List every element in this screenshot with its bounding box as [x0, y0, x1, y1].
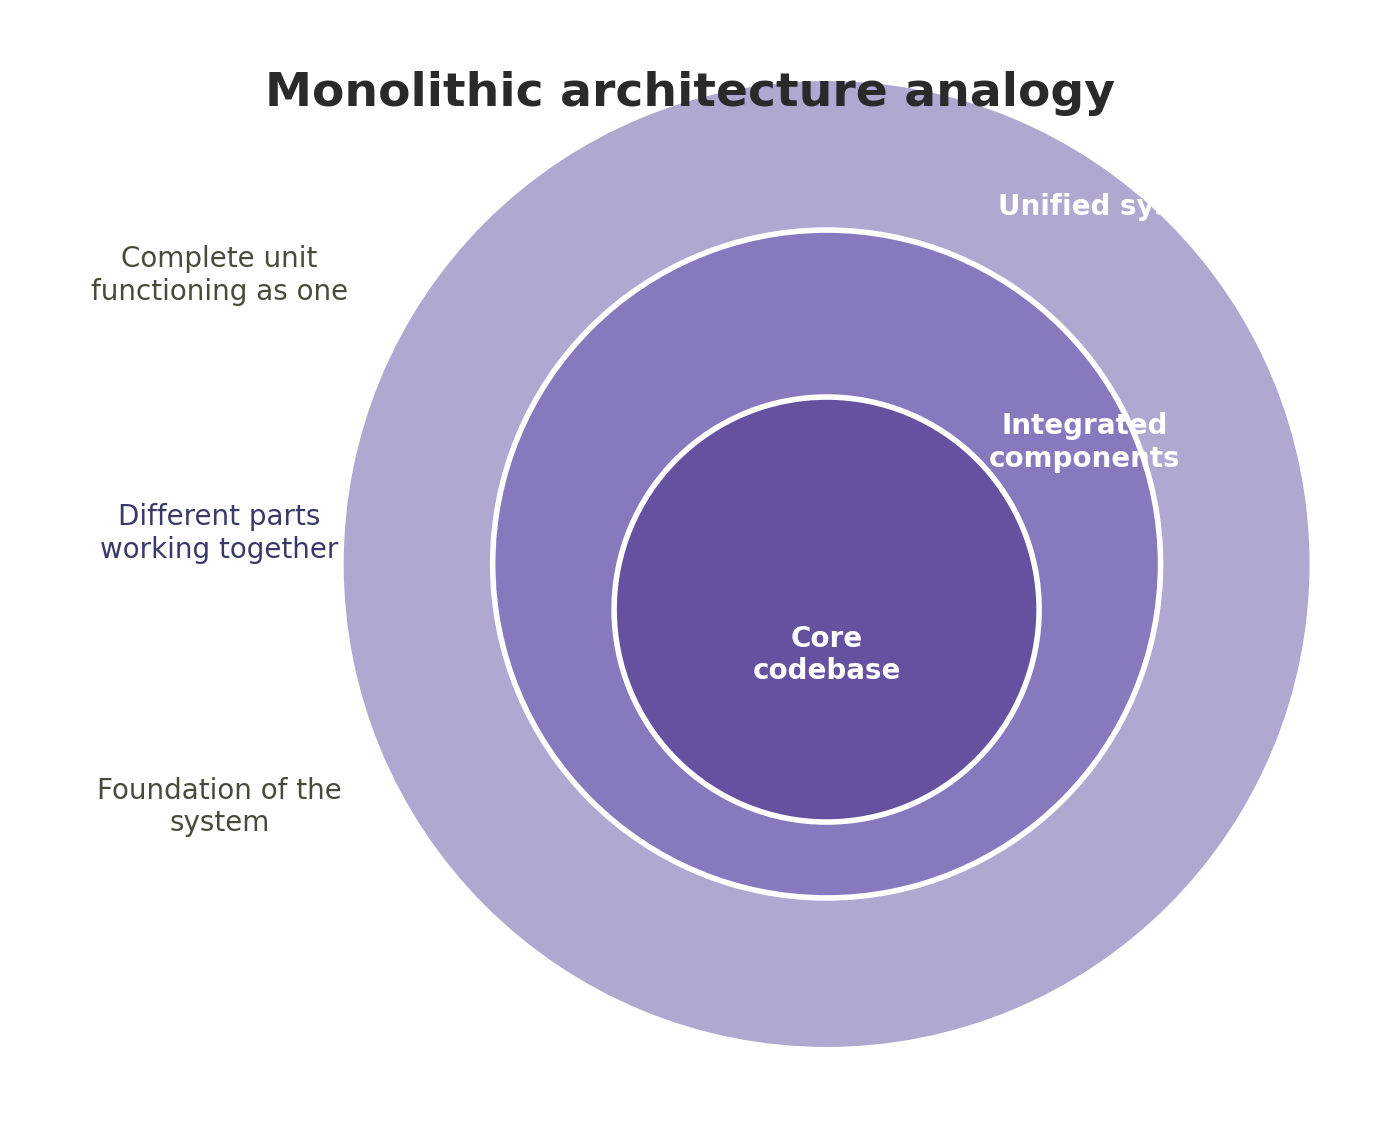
Text: Unified system: Unified system: [998, 193, 1232, 221]
Circle shape: [493, 230, 1161, 898]
Text: Complete unit
functioning as one: Complete unit functioning as one: [91, 246, 348, 306]
Circle shape: [614, 397, 1039, 822]
Circle shape: [341, 78, 1312, 1050]
Text: Different parts
working together: Different parts working together: [101, 503, 338, 564]
Text: Core
codebase: Core codebase: [752, 625, 901, 686]
Text: Foundation of the
system: Foundation of the system: [97, 777, 342, 837]
Text: Monolithic architecture analogy: Monolithic architecture analogy: [265, 71, 1115, 116]
Text: Integrated
components: Integrated components: [989, 413, 1180, 473]
